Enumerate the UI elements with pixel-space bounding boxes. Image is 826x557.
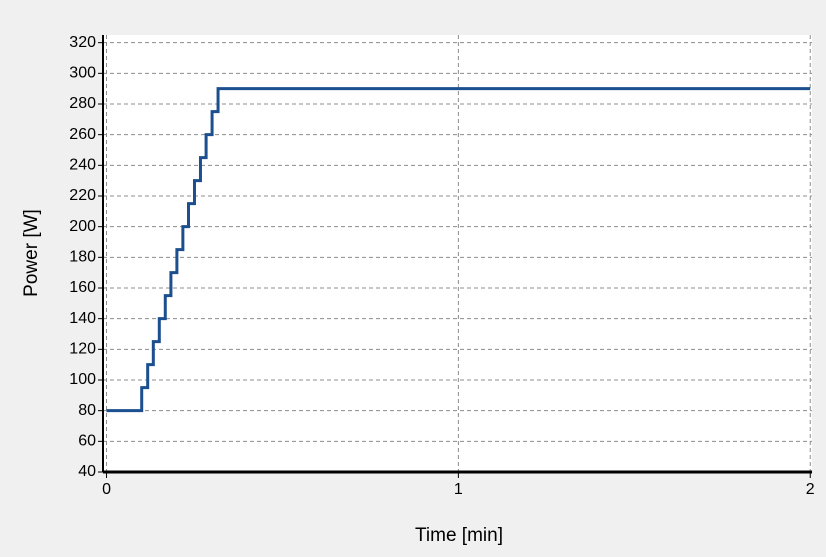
y-axis-label: Power [W] <box>21 209 42 297</box>
y-tick-label: 60 <box>78 433 96 450</box>
y-tick-label: 300 <box>69 65 96 82</box>
y-tick-label: 40 <box>78 463 96 480</box>
y-tick-label: 80 <box>78 402 96 419</box>
y-tick-label: 140 <box>69 310 96 327</box>
y-tick-label: 240 <box>69 157 96 174</box>
y-tick-label: 200 <box>69 218 96 235</box>
plot-area <box>103 35 812 472</box>
x-tick-label: 1 <box>454 481 463 498</box>
x-tick-label: 0 <box>102 481 111 498</box>
y-tick-label: 260 <box>69 126 96 143</box>
y-tick-label: 120 <box>69 341 96 358</box>
x-axis-label: Time [min] <box>415 525 503 546</box>
y-tick-label: 160 <box>69 279 96 296</box>
y-tick-label: 220 <box>69 187 96 204</box>
y-tick-label: 320 <box>69 34 96 51</box>
x-tick-label: 2 <box>806 481 815 498</box>
y-tick-label: 180 <box>69 249 96 266</box>
data-line <box>106 87 811 413</box>
y-tick-label: 280 <box>69 95 96 112</box>
y-tick-label: 100 <box>69 371 96 388</box>
